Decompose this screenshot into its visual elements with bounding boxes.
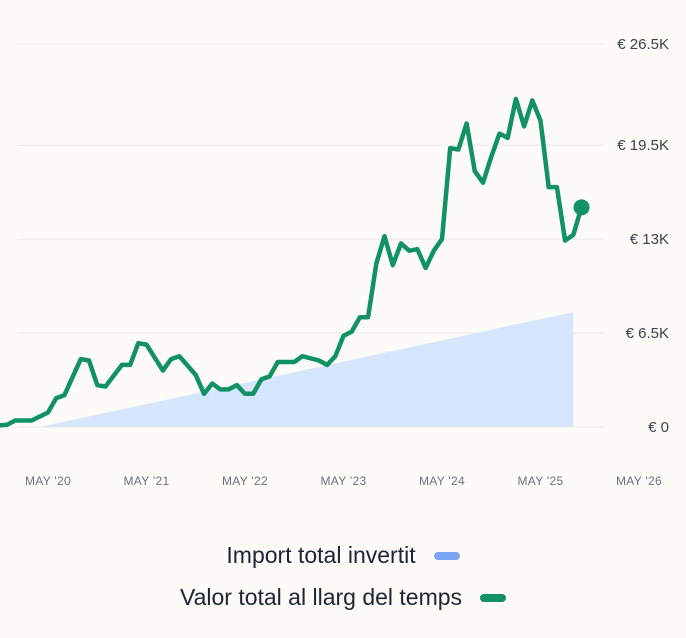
value-line (0, 96, 584, 428)
y-tick-label: € 13K (630, 231, 669, 248)
x-tick-label: MAY '20 (25, 474, 71, 488)
x-tick-label: MAY '23 (321, 474, 367, 488)
legend-label-invested: Import total invertit (226, 542, 416, 568)
invested-area (39, 312, 574, 427)
y-axis-labels: € 0 € 6.5K € 13K € 19.5K € 26.5K (617, 36, 669, 436)
x-tick-label: MAY '24 (419, 474, 465, 488)
y-tick-label: € 19.5K (617, 137, 669, 154)
x-axis-labels: MAY '20 MAY '21 MAY '22 MAY '23 MAY '24 MAY '… (25, 474, 662, 488)
y-tick-label: € 26.5K (617, 36, 669, 53)
portfolio-chart: € 0€ 6.5K€ 13K€ 19.5K€ 26.5K MAY '20 MAY … (0, 36, 669, 488)
legend-item-invested: Import total invertit (0, 542, 686, 569)
x-tick-label: MAY '25 (518, 474, 564, 488)
value-end-point (573, 199, 590, 216)
legend-item-value: Valor total al llarg del temps (0, 584, 686, 611)
legend-label-value: Valor total al llarg del temps (179, 584, 463, 610)
x-tick-label: MAY '26 (616, 474, 662, 488)
legend-swatch-invested (433, 551, 460, 560)
y-tick-label: € 6.5K (626, 325, 669, 342)
legend-swatch-value (480, 593, 507, 602)
x-tick-label: MAY '22 (222, 474, 268, 488)
y-tick-label: € 0 (648, 419, 669, 436)
x-tick-label: MAY '21 (124, 474, 170, 488)
series-layer (0, 96, 590, 428)
